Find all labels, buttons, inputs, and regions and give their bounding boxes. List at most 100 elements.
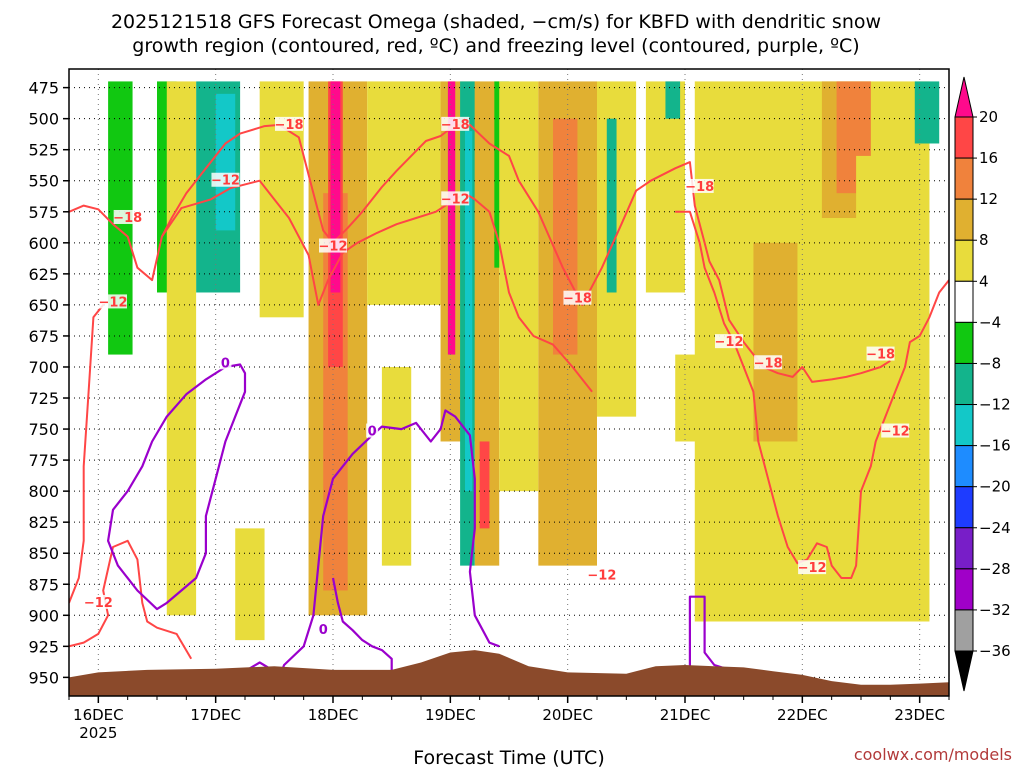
- contour-label: −18: [866, 348, 895, 363]
- x-axis-label: Forecast Time (UTC): [413, 747, 604, 768]
- gridlines: [69, 69, 949, 696]
- omega-region: [665, 81, 681, 119]
- colorbar-label: 20: [979, 108, 998, 126]
- colorbar-segment: [954, 116, 974, 159]
- y-tick-label: 775: [28, 451, 59, 470]
- colorbar-segment: [954, 362, 974, 406]
- x-tick-year-label: 2025: [79, 724, 117, 742]
- y-tick-label: 900: [28, 606, 59, 625]
- y-tick-label: 550: [28, 172, 59, 191]
- colorbar-segment: [954, 404, 974, 447]
- omega-region: [381, 366, 412, 566]
- colorbar-label: 12: [979, 190, 998, 208]
- y-tick-label: 850: [28, 544, 59, 563]
- y-tick-label: 825: [28, 513, 59, 532]
- contour-label: −12: [84, 596, 113, 611]
- y-tick-label: 800: [28, 482, 59, 501]
- contour-label-bg: [219, 355, 232, 370]
- contour-label: −12: [319, 240, 348, 255]
- contour-label: −12: [211, 174, 240, 189]
- colorbar-label: −24: [979, 519, 1011, 537]
- y-tick-label: 675: [28, 327, 59, 346]
- contour-label: −18: [685, 180, 714, 195]
- contour-label-bg: [881, 423, 910, 438]
- freezing-contour: [331, 577, 393, 672]
- contour-label-bg: [275, 116, 303, 131]
- colorbar-label: −12: [979, 396, 1011, 414]
- colorbar-top-triangle: [954, 76, 974, 118]
- contour-label-bg: [211, 172, 240, 187]
- contour-label: −18: [275, 118, 304, 133]
- contour-label: −12: [881, 425, 910, 440]
- omega-region: [553, 118, 578, 355]
- x-tick-label: 18DEC: [308, 706, 359, 724]
- x-tick-label: 23DEC: [894, 706, 945, 724]
- omega-region: [499, 81, 539, 492]
- colorbar-segment: [954, 568, 974, 611]
- contour-label-bg: [866, 346, 895, 361]
- y-tick-label: 925: [28, 637, 59, 656]
- colorbar-label: −4: [979, 313, 1001, 331]
- chart-title-line-2: growth region (contoured, red, ºC) and f…: [132, 35, 859, 57]
- colorbar-bottom-triangle: [954, 650, 974, 692]
- colorbar-label: 16: [979, 149, 998, 167]
- contour-label: −18: [754, 356, 783, 371]
- contour-label: −12: [441, 192, 470, 207]
- contour-label-bg: [563, 290, 592, 305]
- contour-label-bg: [113, 209, 142, 224]
- contour-label-bg: [715, 334, 743, 349]
- y-tick-label: 725: [28, 389, 59, 408]
- freezing-contour: [273, 409, 500, 691]
- y-tick-label: 875: [28, 575, 59, 594]
- contour-label: −18: [563, 292, 592, 307]
- contour-label: −12: [715, 335, 744, 350]
- credit-text: coolwx.com/models: [854, 745, 1012, 764]
- terrain-surface: [69, 650, 949, 696]
- colorbar-segment: [954, 527, 974, 570]
- colorbar-segment: [954, 609, 974, 652]
- contour-label: 0: [368, 425, 377, 440]
- colorbar-label: 4: [979, 272, 989, 290]
- dendritic-growth-contours: [69, 123, 949, 660]
- freezing-contour: [688, 595, 735, 696]
- y-tick-label: 575: [28, 203, 59, 222]
- omega-region: [215, 93, 236, 231]
- contour-label: 0: [319, 623, 328, 638]
- y-tick-label: 475: [28, 79, 59, 98]
- colorbar: 20 16 12 8 4 −4 −8 −12 −16 −20 −24 −28 −32 −36: [954, 76, 1011, 692]
- colorbar-segment: [954, 198, 974, 241]
- colorbar-label: −28: [979, 560, 1011, 578]
- contour-label-bg: [587, 567, 616, 582]
- omega-region: [330, 81, 341, 293]
- x-tick-label: 21DEC: [660, 706, 711, 724]
- colorbar-segment: [954, 157, 974, 200]
- colorbar-segment: [954, 486, 974, 529]
- contour-label: −12: [587, 569, 616, 584]
- colorbar-label: −8: [979, 354, 1001, 372]
- x-tick-label: 22DEC: [777, 706, 828, 724]
- contour-label-bg: [754, 355, 783, 370]
- x-tick-label: 20DEC: [542, 706, 593, 724]
- omega-region: [914, 81, 940, 144]
- contour-label: −18: [113, 211, 142, 226]
- omega-region: [753, 242, 798, 442]
- y-tick-label: 700: [28, 358, 59, 377]
- x-tick-label: 16DEC: [73, 706, 124, 724]
- x-tick-label: 19DEC: [425, 706, 476, 724]
- contour-label: −12: [99, 295, 128, 310]
- dgz-contour: [69, 539, 193, 660]
- omega-region: [259, 81, 304, 318]
- contour-label-bg: [99, 294, 127, 309]
- colorbar-label: −16: [979, 437, 1011, 455]
- dgz-contour: [161, 123, 891, 383]
- contour-label: 0: [221, 356, 230, 371]
- y-tick-label: 525: [28, 141, 59, 160]
- x-tick-label: 17DEC: [190, 706, 241, 724]
- freezing-contour: [107, 363, 247, 611]
- contour-labels: −18 −12 −18 −12 −12 −18 −12 −18 −12 −18 −12 −18 −12 −…: [84, 116, 910, 638]
- colorbar-label: −36: [979, 642, 1011, 660]
- y-tick-label: 950: [28, 668, 59, 687]
- y-tick-label: 625: [28, 265, 59, 284]
